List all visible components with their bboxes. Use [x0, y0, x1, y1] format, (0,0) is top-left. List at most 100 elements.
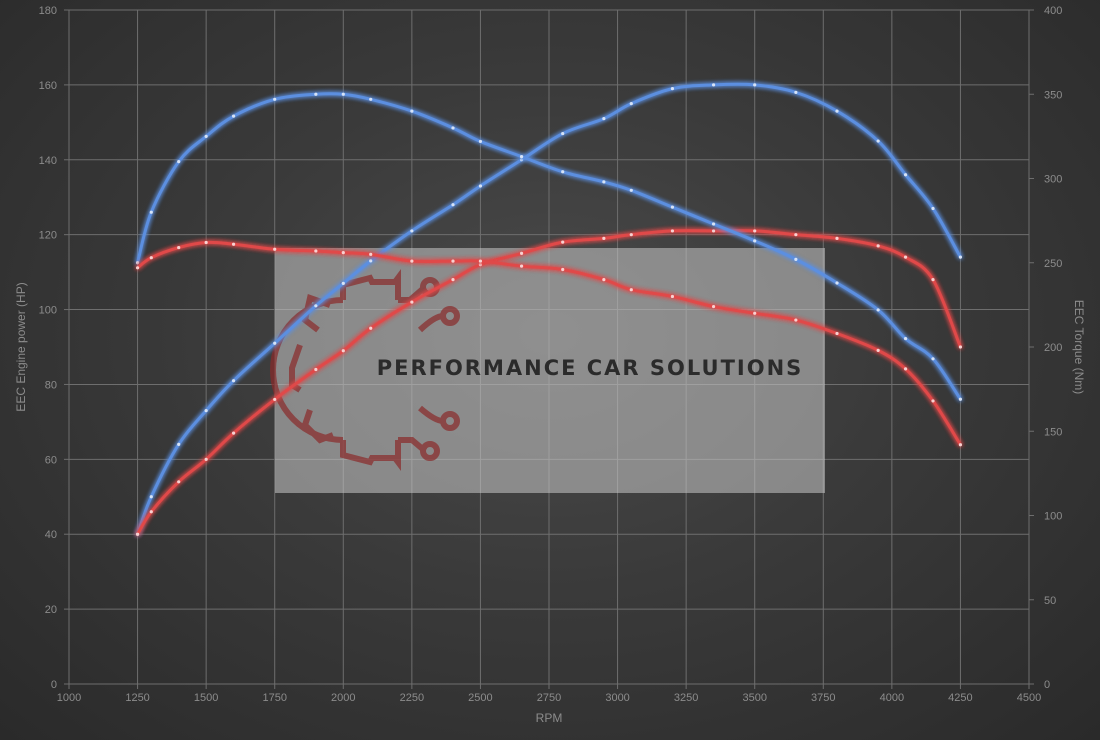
power-series-1-point — [711, 229, 716, 233]
torque-series-2-point — [670, 205, 675, 209]
power-series-1-point — [177, 480, 181, 484]
torque-series-3-point — [177, 245, 181, 250]
torque-series-2-point — [273, 97, 277, 101]
torque-series-3-point — [314, 249, 318, 253]
y-left-tick-label: 180 — [39, 5, 57, 17]
x-tick-label: 2000 — [331, 692, 355, 704]
power-series-1-point — [478, 263, 483, 267]
torque-series-3-point — [135, 266, 140, 270]
torque-series-2-point — [410, 109, 414, 113]
power-series-1-point — [314, 367, 318, 372]
x-tick-label: 1750 — [262, 692, 286, 704]
torque-series-3-point — [561, 267, 565, 272]
y-right-tick-label: 150 — [1044, 426, 1062, 438]
power-series-1-point — [519, 251, 524, 255]
y-left-axis-label: EEC Engine power (HP) — [14, 282, 28, 411]
y-right-tick-label: 250 — [1044, 258, 1062, 270]
power-series-1-point — [273, 397, 277, 402]
power-series-0-point — [341, 281, 345, 285]
power-series-0-point — [451, 203, 455, 207]
torque-series-3-point — [835, 331, 839, 336]
power-series-1-point — [561, 240, 565, 244]
power-series-0-point — [711, 83, 716, 87]
torque-series-2-point — [711, 222, 716, 226]
power-series-1-point — [629, 233, 633, 237]
torque-series-3-point — [794, 318, 798, 322]
torque-series-3-point — [931, 399, 935, 403]
power-series-0-point — [231, 379, 236, 383]
y-right-tick-label: 50 — [1044, 595, 1056, 607]
torque-series-3-point — [753, 311, 757, 315]
x-tick-label: 2500 — [468, 692, 492, 704]
torque-series-2-point — [341, 92, 345, 96]
torque-series-3-point — [410, 259, 414, 263]
power-series-0-point — [958, 255, 963, 259]
torque-series-2-point — [903, 336, 908, 341]
y-right-tick-label: 400 — [1044, 5, 1062, 17]
y-left-tick-label: 80 — [45, 379, 57, 391]
torque-series-2-point — [177, 160, 181, 164]
power-series-0-point — [629, 102, 633, 106]
power-series-1-point — [835, 236, 839, 241]
watermark: PERFORMANCE CAR SOLUTIONS — [270, 248, 825, 493]
torque-series-2-point — [149, 210, 153, 214]
torque-series-3-point — [231, 242, 236, 246]
power-series-0-point — [835, 109, 839, 113]
torque-series-3-point — [519, 264, 524, 268]
power-series-0-point — [369, 259, 373, 263]
power-series-1-point — [135, 532, 140, 536]
power-series-1-point — [794, 233, 798, 237]
power-series-1-point — [602, 236, 606, 241]
power-series-0-point — [876, 139, 880, 143]
power-series-0-point — [753, 83, 757, 87]
y-right-tick-label: 100 — [1044, 511, 1062, 523]
power-series-0-point — [410, 229, 414, 233]
torque-series-2-point — [876, 308, 880, 312]
x-tick-label: 1250 — [125, 692, 149, 704]
x-tick-label: 3250 — [674, 692, 698, 704]
torque-series-2-point — [369, 97, 373, 101]
torque-series-3-point — [204, 240, 208, 245]
y-right-tick-label: 300 — [1044, 174, 1062, 186]
power-series-0-point — [561, 131, 565, 136]
series-layer — [135, 82, 963, 536]
x-tick-label: 4250 — [948, 692, 972, 704]
power-series-0-point — [478, 184, 483, 188]
power-series-1-point — [903, 255, 908, 259]
torque-series-2-point — [958, 397, 963, 401]
power-series-0-point — [519, 158, 524, 162]
torque-series-3-point — [958, 443, 963, 447]
y-right-tick-label: 200 — [1044, 342, 1062, 354]
x-axis-label: RPM — [536, 711, 563, 725]
torque-series-3-point — [341, 251, 345, 255]
power-series-0-point — [602, 116, 606, 121]
torque-series-3-point — [273, 247, 277, 251]
torque-series-2-point — [835, 281, 839, 285]
torque-series-3-point — [602, 278, 606, 282]
torque-series-3-point — [876, 348, 880, 352]
torque-series-3-point — [478, 259, 483, 263]
power-series-1-point — [204, 457, 208, 461]
x-tick-label: 4500 — [1017, 692, 1041, 704]
power-series-1-point — [451, 278, 455, 282]
power-series-1-point — [670, 229, 675, 233]
torque-series-2-point — [204, 134, 208, 138]
x-tick-label: 3000 — [605, 692, 629, 704]
torque-series-2-point — [135, 261, 140, 265]
power-series-1-point — [958, 345, 963, 349]
power-series-0-point — [931, 206, 935, 211]
y-left-tick-label: 20 — [45, 604, 57, 616]
power-series-1-point — [341, 349, 345, 353]
y-left-tick-label: 60 — [45, 454, 57, 466]
torque-series-3-point — [149, 256, 153, 260]
x-tick-label: 2750 — [537, 692, 561, 704]
power-series-1-point — [231, 431, 236, 435]
power-series-1-point — [753, 229, 757, 233]
x-tick-label: 1000 — [57, 692, 81, 704]
x-tick-label: 4000 — [880, 692, 904, 704]
power-series-1-point — [369, 326, 373, 330]
watermark-text: PERFORMANCE CAR SOLUTIONS — [377, 356, 804, 380]
power-series-0-point — [177, 442, 181, 446]
torque-series-3-point — [451, 259, 455, 263]
power-series-1-point — [876, 244, 880, 248]
